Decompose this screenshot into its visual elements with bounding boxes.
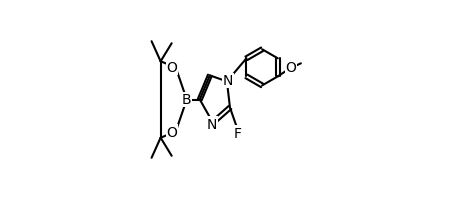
Text: O: O	[167, 125, 178, 139]
Text: N: N	[207, 117, 217, 131]
Text: O: O	[167, 61, 178, 75]
Text: N: N	[223, 74, 233, 88]
Text: B: B	[182, 93, 191, 107]
Text: F: F	[234, 126, 242, 140]
Text: O: O	[286, 61, 296, 75]
